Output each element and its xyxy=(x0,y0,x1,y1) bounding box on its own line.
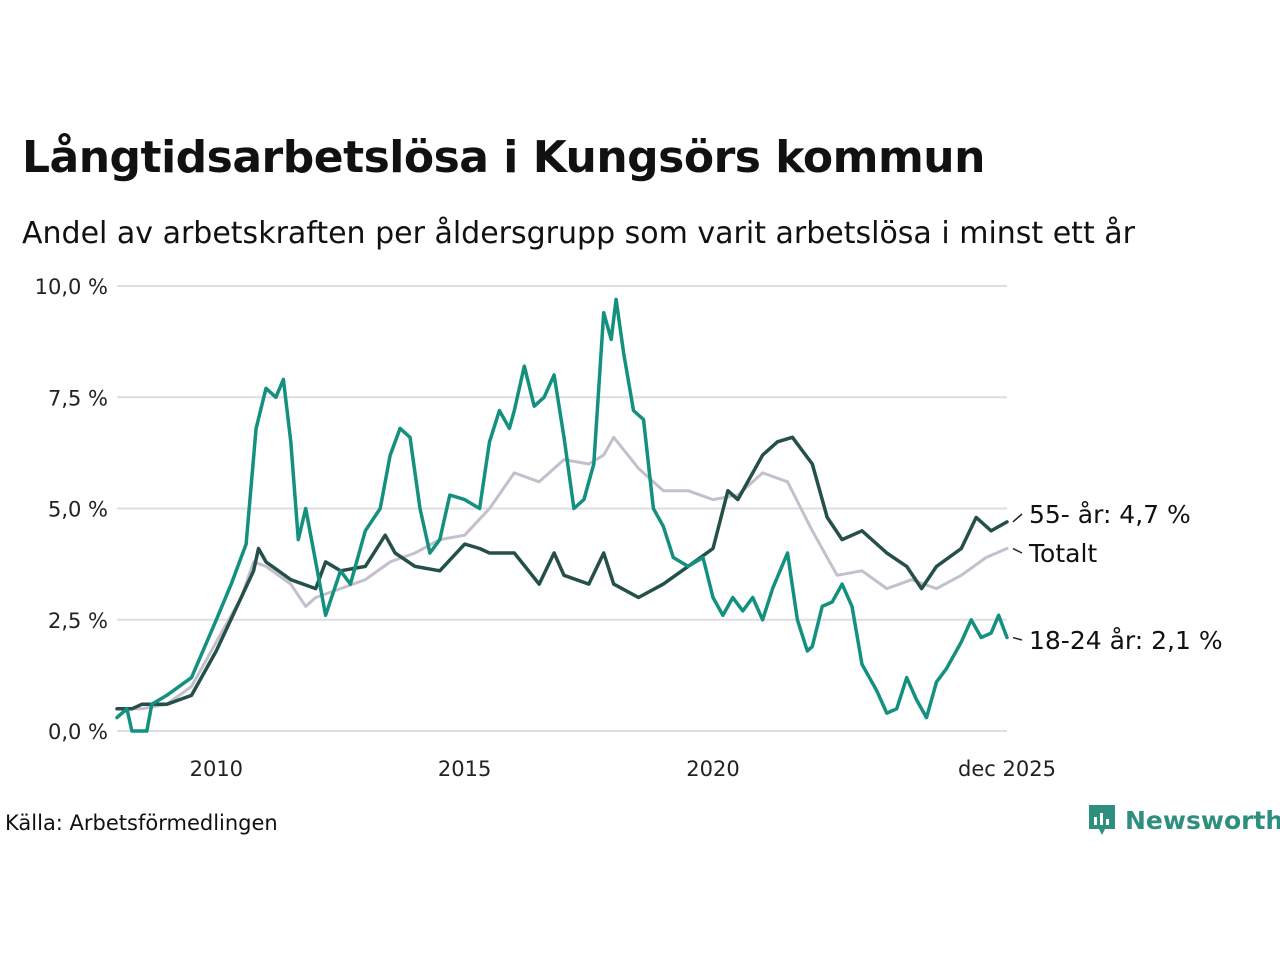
y-axis: 0,0 % 2,5 % 5,0 % 7,5 % 10,0 % xyxy=(35,275,108,744)
series-end-label: 55- år: 4,7 % xyxy=(1029,500,1191,529)
x-tick-label: 2020 xyxy=(686,757,739,781)
chart-subtitle: Andel av arbetskraften per åldersgrupp s… xyxy=(22,216,1135,251)
label-leader-line xyxy=(1012,513,1023,523)
series-line-55-r xyxy=(115,435,1009,711)
chart-title: Långtidsarbetslösa i Kungsörs kommun xyxy=(22,132,985,183)
y-tick-label: 5,0 % xyxy=(48,498,108,522)
x-tick-label: dec 2025 xyxy=(958,757,1056,781)
brand-logo: Newsworthy xyxy=(1087,803,1280,837)
brand-name: Newsworthy xyxy=(1125,805,1280,835)
y-tick-label: 0,0 % xyxy=(48,720,108,744)
series-line-18-24-r xyxy=(115,297,1009,733)
x-tick-label: 2015 xyxy=(438,757,491,781)
label-leader-line xyxy=(1012,547,1023,554)
source-note: Källa: Arbetsförmedlingen xyxy=(5,811,278,835)
y-tick-label: 2,5 % xyxy=(48,609,108,633)
series-end-label: 18-24 år: 2,1 % xyxy=(1029,626,1223,655)
series-end-label: Totalt xyxy=(1028,539,1097,568)
x-axis: 2010 2015 2020 dec 2025 xyxy=(190,757,1056,781)
series-lines xyxy=(115,297,1009,733)
y-tick-label: 7,5 % xyxy=(48,386,108,410)
label-leader-line xyxy=(1012,636,1023,641)
series-line-totalt xyxy=(115,435,1009,711)
end-labels: Totalt 55- år: 4,7 % 18-24 år: 2,1 % xyxy=(1012,500,1223,655)
newsworthy-logo-icon xyxy=(1089,805,1115,835)
x-tick-label: 2010 xyxy=(190,757,243,781)
y-tick-label: 10,0 % xyxy=(35,275,108,299)
